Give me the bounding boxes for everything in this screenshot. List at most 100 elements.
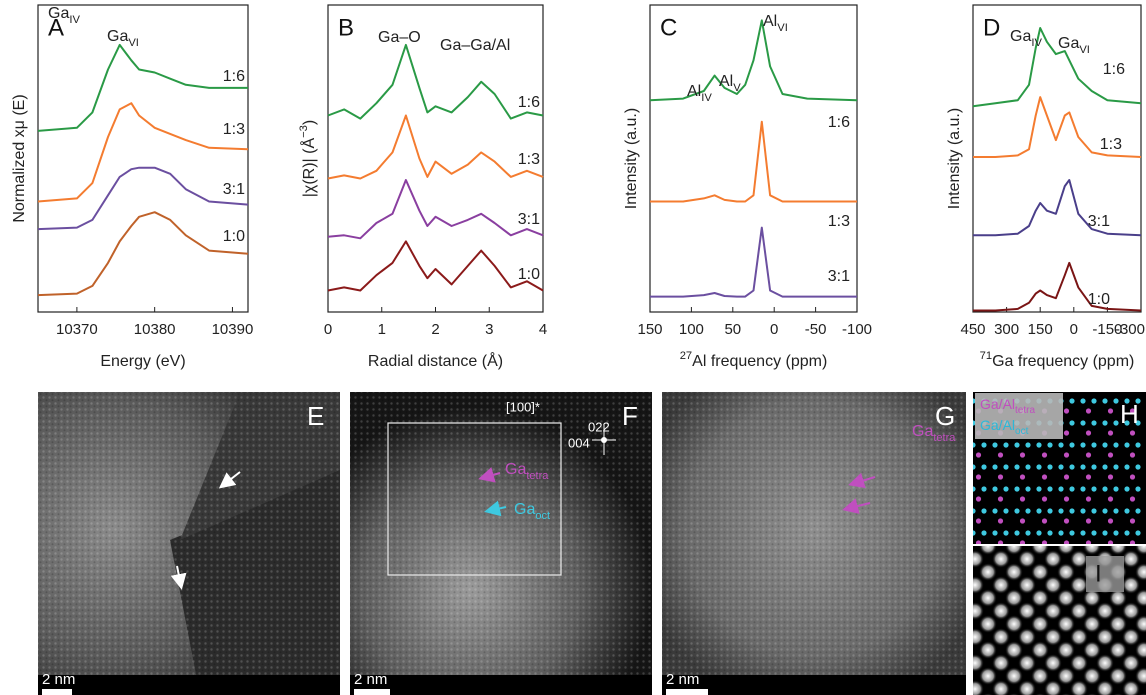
text-part: Ga <box>48 5 69 22</box>
panel-label: A <box>48 14 64 41</box>
scale-bar <box>354 689 390 695</box>
x-axis-label: Energy (eV) <box>100 353 185 370</box>
series-line <box>327 114 544 180</box>
panel-label: H <box>1120 399 1139 429</box>
text-part: VI <box>1079 44 1090 56</box>
annotation: Ga–O <box>378 29 421 46</box>
series-label: 1:6 <box>223 68 245 85</box>
series-line <box>972 27 1142 108</box>
text-part: Ga <box>1010 28 1031 45</box>
x-tick-label: 10390 <box>212 321 254 338</box>
text-part: Ga <box>107 28 128 45</box>
series-label: 3:1 <box>1088 213 1110 230</box>
text-part: Ga <box>1058 35 1079 52</box>
zone-axis: [100]* <box>506 399 540 414</box>
scale-bar <box>666 689 708 695</box>
image-h: Ga/Altetra Ga/Aloct H <box>973 392 1146 544</box>
text-part: Al <box>687 83 701 100</box>
image-i: I <box>973 546 1146 695</box>
panel-label: G <box>935 401 955 431</box>
text-part: IV <box>69 14 80 26</box>
text-part: Al <box>719 73 733 90</box>
text-part: |χ(R)| (Å <box>299 138 318 198</box>
panel-label: F <box>622 401 638 431</box>
text-part: Ga frequency (ppm) <box>992 353 1134 370</box>
series-line <box>973 96 1142 158</box>
plot-frame <box>972 4 1142 313</box>
text-part: IV <box>701 92 712 104</box>
text-part: ) <box>301 120 318 125</box>
series-line <box>37 43 248 132</box>
x-tick-label: 1 <box>378 321 386 338</box>
y-axis-label: |χ(R)| (Å−3) <box>298 120 318 197</box>
x-tick-label: 3 <box>485 321 493 338</box>
scale-label: 2 nm <box>354 671 387 688</box>
text-part: 27 <box>680 350 692 362</box>
annotation: GaVI <box>1058 35 1090 56</box>
series-label: 1:3 <box>828 213 850 230</box>
series-label: 3:1 <box>518 211 540 228</box>
x-tick-label: 2 <box>431 321 439 338</box>
chart-panel: 0 1 2 3 4 1:6 1:3 3:1 1:0 Ga–O Ga–Ga/Al Radial dist… <box>298 4 547 370</box>
series-line <box>327 240 544 292</box>
annotation: AlVI <box>763 13 788 34</box>
series-line <box>327 43 544 120</box>
series-line <box>973 179 1142 237</box>
text-part: 71 <box>980 350 992 362</box>
series-line <box>37 166 249 231</box>
series-label: 1:3 <box>518 151 540 168</box>
legend-oct: Ga/Aloct <box>980 417 1029 437</box>
text-part: −3 <box>298 125 310 138</box>
x-tick-label: 100 <box>679 321 704 338</box>
x-tick-label: -300 <box>1115 321 1145 338</box>
x-tick-label: -50 <box>805 321 827 338</box>
series-label: 1:0 <box>223 228 245 245</box>
series-line <box>973 261 1142 312</box>
ga-oct: Gaoct <box>514 501 550 522</box>
x-tick-label: 0 <box>770 321 778 338</box>
series-label: 1:6 <box>828 114 850 131</box>
text-part: V <box>733 82 741 94</box>
series-label: 3:1 <box>223 181 245 198</box>
panel-label: B <box>338 14 354 41</box>
x-axis-label: 71Ga frequency (ppm) <box>980 350 1135 370</box>
annotation: Ga–Ga/Al <box>440 37 510 54</box>
x-tick-label: 300 <box>994 321 1019 338</box>
annotation: AlV <box>719 73 741 94</box>
series-label: 1:3 <box>223 121 245 138</box>
y-axis-label: Intensity (a.u.) <box>623 108 640 209</box>
series-label: 1:0 <box>1088 291 1110 308</box>
text-part: Al <box>763 13 777 30</box>
series-line <box>650 226 857 298</box>
annotation: GaVI <box>107 28 139 49</box>
series-label: 1:6 <box>518 94 540 111</box>
annotation: AlIV <box>687 83 712 104</box>
image-g: Gatetra G 2 nm <box>662 392 966 695</box>
scale-label: 2 nm <box>666 671 699 688</box>
text-part: VI <box>777 22 788 34</box>
plot-frame <box>37 4 249 313</box>
panel-label: E <box>307 401 324 431</box>
x-axis-label: 27Al frequency (ppm) <box>680 350 828 370</box>
x-tick-label: 50 <box>724 321 741 338</box>
x-tick-label: 150 <box>637 321 662 338</box>
text-part: Al frequency (ppm) <box>692 353 827 370</box>
x-tick-label: 0 <box>1070 321 1078 338</box>
scale-bar <box>42 689 72 695</box>
scale-label: 2 nm <box>42 671 75 688</box>
x-tick-label: 4 <box>539 321 547 338</box>
plot-frame <box>327 4 544 313</box>
image-f: [100]* 022 004 Gatetra Gaoct F 2 nm <box>350 392 652 695</box>
spot-label: 004 <box>568 435 590 450</box>
ga-tetra: Gatetra <box>912 423 956 444</box>
series-label: 1:3 <box>1100 136 1122 153</box>
panel-label: I <box>1095 560 1102 587</box>
annotation: GaIV <box>48 5 80 26</box>
series-label: 1:0 <box>518 266 540 283</box>
series-line <box>650 120 857 203</box>
x-tick-label: -150 <box>1092 321 1122 338</box>
x-tick-label: 150 <box>1028 321 1053 338</box>
series-label: 1:6 <box>1103 61 1125 78</box>
y-axis-label: Intensity (a.u.) <box>946 108 963 209</box>
